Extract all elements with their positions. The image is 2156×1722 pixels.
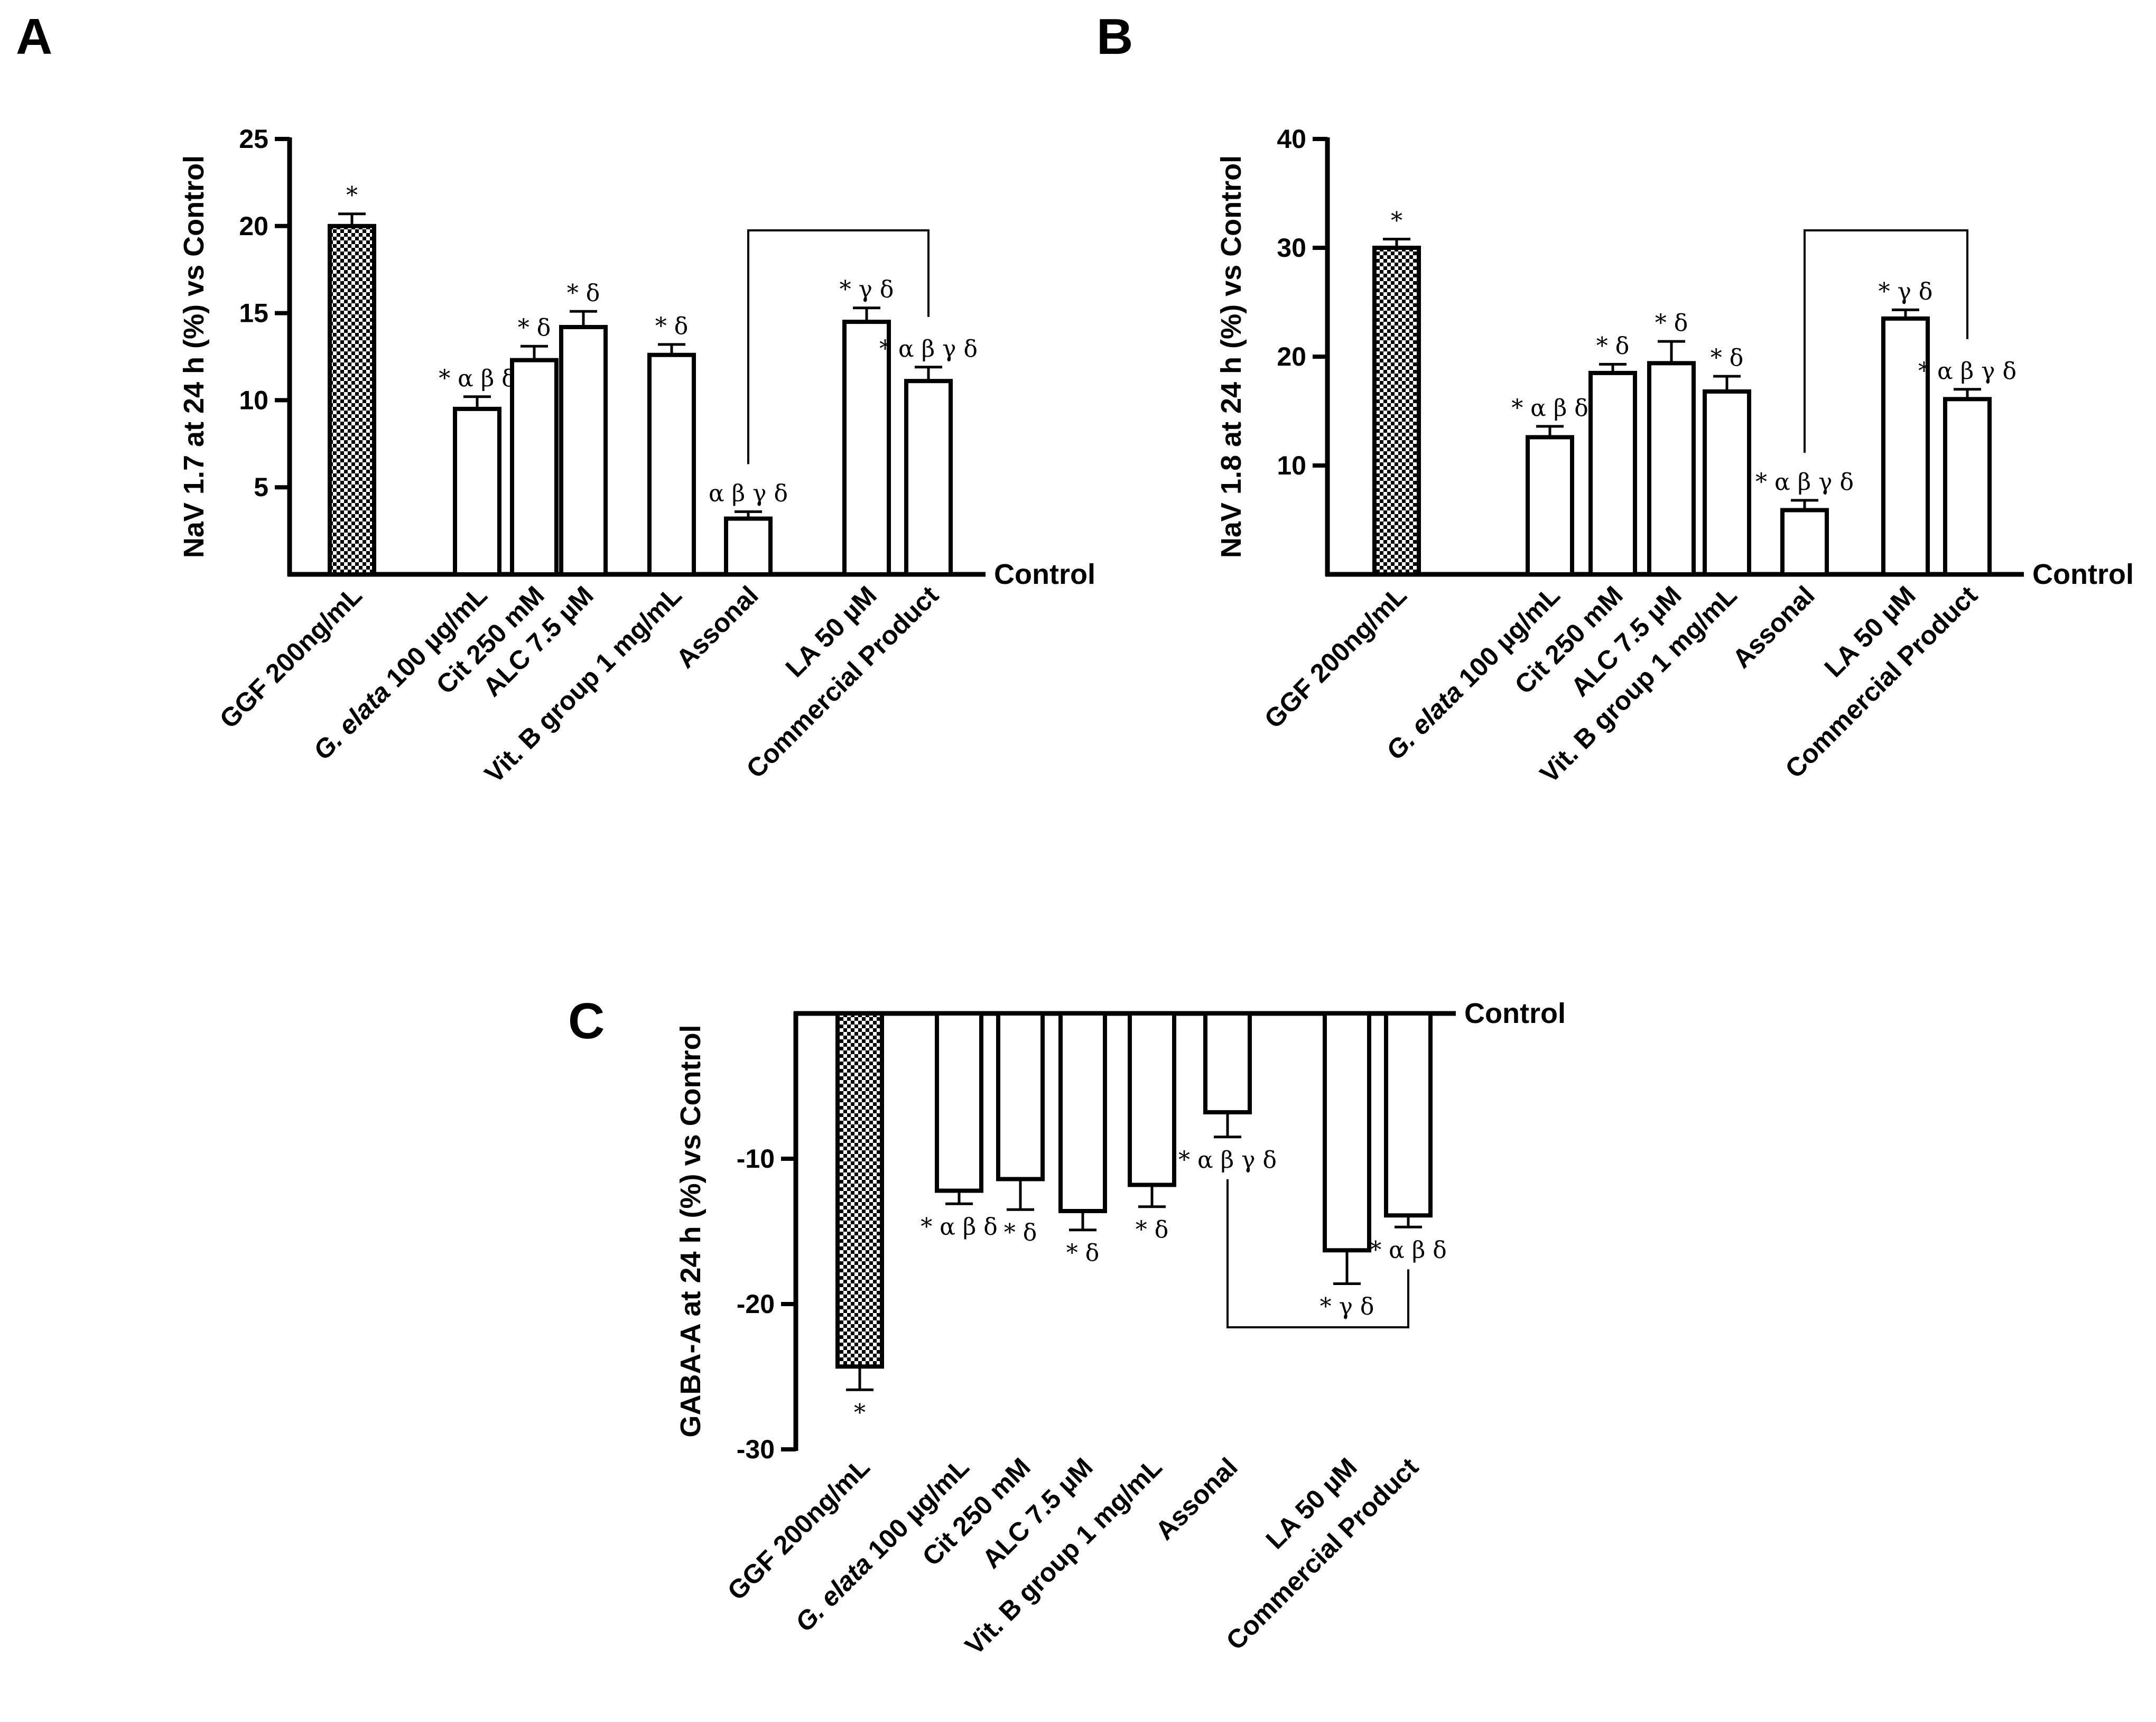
panel-c-bar [996, 1011, 1045, 1181]
panel-c-bar [1058, 1011, 1107, 1213]
panel-b-bar [1780, 508, 1829, 577]
panel-letter-c: C [568, 993, 605, 1049]
panel-c-significance-label: * [854, 1399, 866, 1426]
panel-b-ytick-label: 30 [1277, 233, 1306, 263]
panel-c-bar [1128, 1011, 1176, 1187]
panel-c-ytick-label: -30 [737, 1435, 775, 1464]
panel-c-significance-label: * δ [1066, 1240, 1099, 1267]
panel-c-ytick-label: -10 [737, 1144, 775, 1174]
panel-b-significance-label: * α β γ δ [1918, 358, 2016, 385]
panel-c-bar [835, 1011, 884, 1369]
panel-b-bar [1703, 389, 1751, 576]
panel-b-significance-label: * δ [1596, 332, 1629, 359]
panel-a-bar [904, 379, 953, 576]
panel-a-bar [647, 352, 696, 576]
panel-a-significance-label: α β γ δ [709, 480, 788, 507]
panel-c-control-label: Control [1464, 998, 1566, 1029]
panel-c-ytick-label: -20 [737, 1289, 775, 1319]
panel-b-bar [1372, 246, 1421, 576]
panel-c-significance-label: * α β δ [921, 1213, 998, 1240]
panel-a-significance-label: * α β γ δ [879, 336, 978, 362]
panel-a-bar [328, 224, 376, 576]
panel-c-significance-label: * δ [1136, 1216, 1168, 1243]
panel-b-category-label: Assonal [1727, 580, 1820, 674]
panel-a-category-label: Assonal [671, 580, 764, 674]
panel-b-ytick-label: 20 [1277, 342, 1306, 371]
panel-a-comparison-bracket [747, 229, 930, 464]
panel-a-ytick-label: 5 [254, 472, 268, 502]
panel-a-significance-label: * δ [655, 313, 688, 340]
panel-a-ytick-label: 10 [239, 385, 268, 415]
panel-c-significance-label: * γ δ [1320, 1293, 1374, 1320]
panel-b-bar [1526, 435, 1574, 576]
panel-a-ytick-label: 15 [239, 299, 268, 328]
panel-b-y-axis-label: NaV 1.8 at 24 h (%) vs Control [1215, 155, 1247, 558]
panel-b-comparison-bracket [1804, 229, 1968, 453]
panel-b-ytick-label: 40 [1277, 124, 1306, 154]
panel-a-control-label: Control [994, 559, 1095, 590]
panel-b-bar [1943, 397, 1992, 577]
panel-letter-a: A [16, 8, 52, 65]
chart-panel-a: Control 5 10 15 20 25 NaV 1.7 at 24 h (%) vs C… [178, 124, 1095, 789]
panel-b-significance-label: * α β γ δ [1755, 469, 1854, 496]
panel-a-ytick-label: 25 [239, 124, 268, 154]
panel-c-comparison-bracket [1226, 1179, 1409, 1328]
panel-b-bar [1881, 316, 1930, 577]
panel-b-significance-label: * γ δ [1879, 278, 1933, 305]
panel-b-control-label: Control [2032, 559, 2134, 590]
panel-b-significance-label: * δ [1655, 310, 1688, 337]
panel-c-significance-label: * α β δ [1370, 1236, 1447, 1263]
panel-a-bar [453, 406, 501, 576]
panel-b-bar [1647, 361, 1696, 576]
panel-a-significance-label: * δ [567, 280, 600, 306]
panel-a-ytick-label: 20 [239, 211, 268, 241]
panel-letter-b: B [1096, 8, 1133, 65]
panel-a-significance-label: * γ δ [840, 276, 894, 303]
panel-a-bar [724, 516, 773, 577]
panel-b-ytick-label: 10 [1277, 451, 1306, 480]
panel-c-bar [935, 1011, 983, 1193]
panel-a-significance-label: * α β δ [439, 365, 516, 392]
panel-c-bar [1384, 1011, 1433, 1218]
panel-c-significance-label: * δ [1004, 1219, 1037, 1246]
panel-a-significance-label: * [346, 182, 358, 209]
panel-a-bar [559, 324, 608, 577]
panel-b-significance-label: * δ [1711, 345, 1743, 371]
panel-b-significance-label: * α β δ [1511, 395, 1588, 422]
panel-c-bar [1323, 1011, 1371, 1253]
panel-c-category-label: Assonal [1150, 1452, 1243, 1546]
panel-a-significance-label: * δ [518, 314, 551, 341]
panel-a-bar [510, 358, 559, 576]
panel-b-category-label: GGF 200ng/mL [1259, 580, 1412, 734]
panel-c-bar [1203, 1011, 1252, 1114]
panel-c-y-axis-label: GABA-A at 24 h (%) vs Control [675, 1025, 707, 1437]
panel-b-significance-label: * [1391, 208, 1402, 235]
panel-b-bar [1588, 370, 1637, 577]
chart-panel-c: Control -10 -20 -30 GABA-A at 24 h (%) vs Co… [675, 998, 1566, 1661]
chart-panel-b: Control 10 20 30 40 NaV 1.8 at 24 h (%) vs Co… [1215, 124, 2134, 789]
panel-a-y-axis-label: NaV 1.7 at 24 h (%) vs Control [178, 155, 210, 558]
panel-c-significance-label: * α β γ δ [1178, 1147, 1277, 1174]
